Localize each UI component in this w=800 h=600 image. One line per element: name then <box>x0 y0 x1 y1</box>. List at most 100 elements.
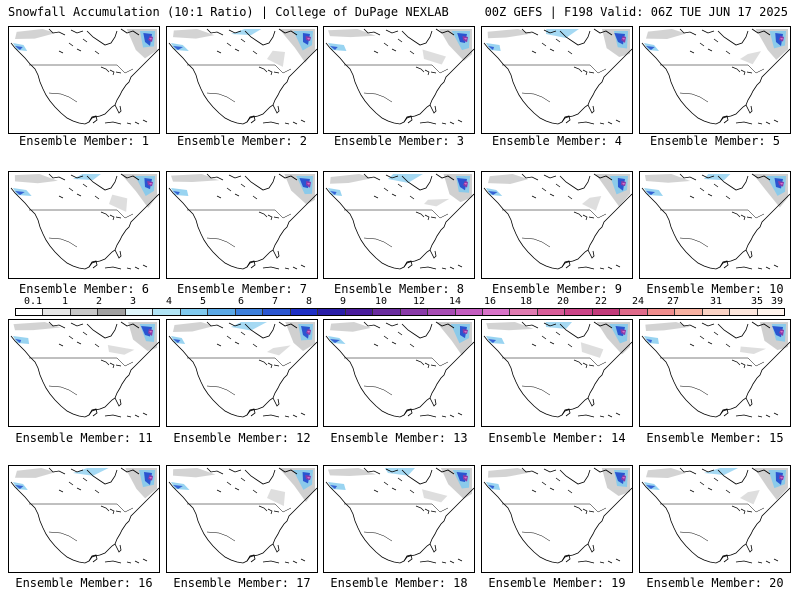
political-borders <box>29 503 134 542</box>
coastlines <box>641 173 790 270</box>
run-valid-time: 00Z GEFS | F198 Valid: 06Z TUE JUN 17 20… <box>484 5 788 19</box>
ensemble-member-label: Ensemble Member: 7 <box>176 282 308 296</box>
colorbar-swatch <box>455 309 483 315</box>
colorbar-swatch <box>290 309 319 315</box>
snowfall-shading <box>13 322 157 355</box>
snowfall-shading <box>486 468 630 497</box>
colorbar-tick-label: 35 <box>750 296 764 307</box>
ensemble-member-label: Ensemble Member: 15 <box>646 431 784 445</box>
ensemble-member-label: Ensemble Member: 6 <box>18 282 150 296</box>
ensemble-member-label: Ensemble Member: 17 <box>173 576 311 590</box>
political-borders <box>502 503 607 542</box>
snowfall-shading <box>486 322 630 358</box>
ensemble-map-panel <box>639 319 791 427</box>
colorbar-swatch <box>537 309 566 315</box>
colorbar-swatch <box>125 309 154 315</box>
snowfall-shading <box>486 29 630 58</box>
snowfall-shading <box>644 29 788 65</box>
colorbar-swatch <box>70 309 99 315</box>
page-title: Snowfall Accumulation (10:1 Ratio) | Col… <box>8 5 449 19</box>
colorbar-swatch <box>675 309 703 315</box>
colorbar-swatch <box>373 309 401 315</box>
coastlines <box>641 467 790 564</box>
ensemble-map-panel <box>166 26 318 134</box>
ensemble-member-label: Ensemble Member: 5 <box>649 134 781 148</box>
ensemble-map-panel <box>8 319 160 427</box>
colorbar-tick-label: 14 <box>448 296 462 307</box>
colorbar-tick-label: 0.1 <box>23 296 43 307</box>
coastlines <box>168 321 317 418</box>
colorbar-swatch <box>565 309 593 315</box>
coastlines <box>325 321 474 418</box>
coastlines <box>483 321 632 418</box>
political-borders <box>660 209 765 248</box>
political-borders <box>502 357 607 396</box>
colorbar-tick-label: 10 <box>374 296 388 307</box>
colorbar-swatch <box>757 309 785 315</box>
political-borders <box>187 357 292 396</box>
colorbar-swatch <box>428 309 456 315</box>
ensemble-map-panel <box>166 319 318 427</box>
ensemble-member-label: Ensemble Member: 20 <box>646 576 784 590</box>
coastlines <box>168 28 317 125</box>
colorbar-swatch <box>730 309 758 315</box>
ensemble-map-panel <box>8 171 160 279</box>
colorbar-tick-label: 2 <box>95 296 103 307</box>
colorbar-swatch <box>16 309 44 315</box>
ensemble-map-panel <box>323 319 475 427</box>
political-borders <box>502 209 607 248</box>
ensemble-map-panel <box>639 171 791 279</box>
coastlines <box>10 28 159 125</box>
political-borders <box>660 64 765 103</box>
political-borders <box>29 209 134 248</box>
coastlines <box>641 321 790 418</box>
colorbar-swatch <box>43 309 71 315</box>
ensemble-member-label: Ensemble Member: 19 <box>488 576 626 590</box>
colorbar-swatch <box>263 309 291 315</box>
ensemble-member-label: Ensemble Member: 3 <box>333 134 465 148</box>
colorbar-tick-label: 20 <box>556 296 570 307</box>
political-borders <box>187 64 292 103</box>
political-borders <box>502 64 607 103</box>
ensemble-member-label: Ensemble Member: 10 <box>646 282 784 296</box>
colorbar-labels: 0.1 1 2 3 4 5 6 7 8 9 10 12 14 16 18 20 22 24 27 31 35 39 <box>15 296 785 308</box>
political-borders <box>660 357 765 396</box>
colorbar-tick-label: 16 <box>483 296 497 307</box>
colorbar-swatch <box>702 309 731 315</box>
snowfall-shading <box>328 174 472 207</box>
colorbar-tick-label: 1 <box>61 296 69 307</box>
coastlines <box>325 467 474 564</box>
snowfall-shading <box>171 29 315 67</box>
coastlines <box>483 173 632 270</box>
colorbar-swatch <box>235 309 264 315</box>
political-borders <box>344 64 449 103</box>
colorbar-tick-label: 18 <box>519 296 533 307</box>
ensemble-map-panel <box>166 465 318 573</box>
coastlines <box>325 173 474 270</box>
ensemble-map-panel <box>481 465 633 573</box>
snowfall-shading <box>171 468 315 506</box>
ensemble-member-label: Ensemble Member: 9 <box>491 282 623 296</box>
ensemble-map-panel <box>481 171 633 279</box>
colorbar-swatch <box>400 309 429 315</box>
snowfall-shading <box>328 29 472 65</box>
ensemble-member-label: Ensemble Member: 13 <box>330 431 468 445</box>
coastlines <box>483 28 632 125</box>
snowfall-shading <box>486 174 630 211</box>
colorbar-tick-label: 31 <box>709 296 723 307</box>
political-borders <box>660 503 765 542</box>
coastlines <box>483 467 632 564</box>
colorbar-swatch <box>208 309 236 315</box>
colorbar-swatch <box>98 309 126 315</box>
colorbar-swatch <box>153 309 181 315</box>
colorbar-tick-label: 6 <box>237 296 245 307</box>
coastlines <box>168 467 317 564</box>
ensemble-member-label: Ensemble Member: 11 <box>15 431 153 445</box>
ensemble-map-panel <box>8 26 160 134</box>
coastlines <box>325 28 474 125</box>
ensemble-member-label: Ensemble Member: 14 <box>488 431 626 445</box>
colorbar-tick-label: 22 <box>594 296 608 307</box>
colorbar-swatch <box>510 309 538 315</box>
colorbar-tick-label: 5 <box>199 296 207 307</box>
ensemble-map-panel <box>8 465 160 573</box>
